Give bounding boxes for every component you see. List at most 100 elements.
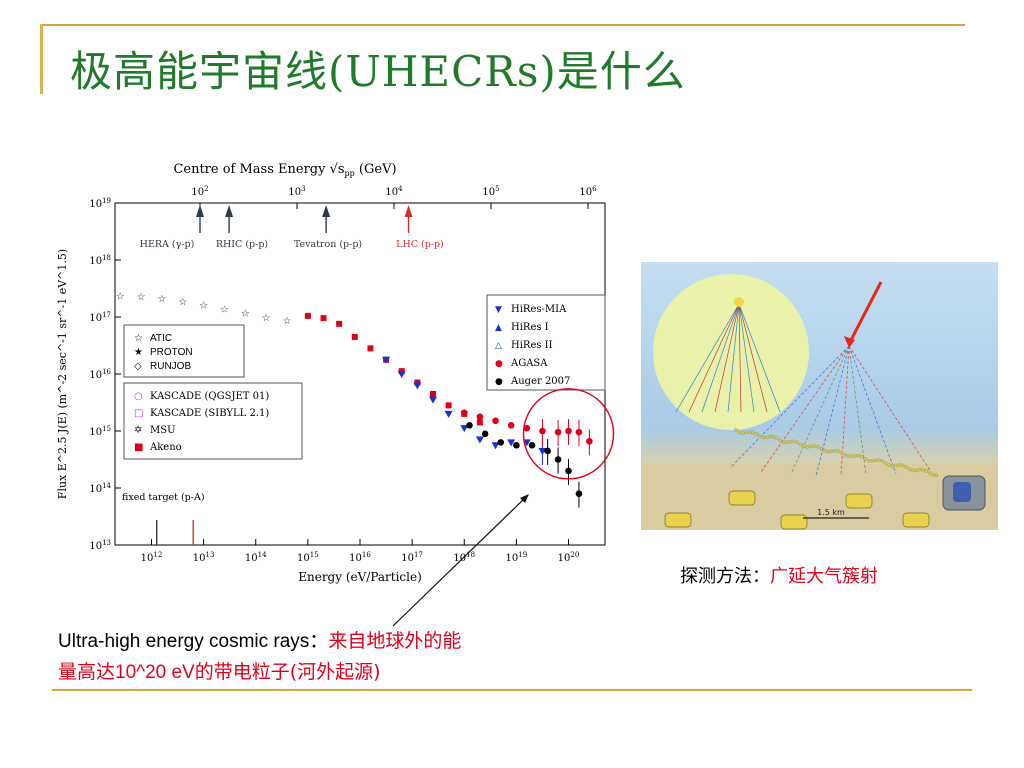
data-point (481, 430, 489, 438)
legend-entry: RUNJOB (150, 361, 191, 372)
shower-front-particle (883, 461, 888, 465)
shower-front-particle (819, 446, 823, 451)
data-point: ☆ (137, 292, 146, 303)
shower-front-particle (805, 445, 810, 449)
ground-plain (641, 464, 998, 530)
top-axis-tick-label: 104 (385, 185, 403, 198)
legend-symbol: ☆ (134, 333, 143, 344)
interaction-track (675, 303, 740, 413)
x-axis-tick-label: 1019 (506, 551, 528, 564)
shower-front-particle (775, 436, 779, 440)
data-point (351, 333, 358, 340)
legend-entry: AGASA (510, 358, 548, 369)
legend-symbol: ▲ (495, 323, 502, 333)
shower-front-particle (778, 438, 782, 443)
data-point: ☆ (262, 313, 271, 324)
x-axis-label: Energy (eV/Particle) (298, 570, 422, 584)
shower-front-particle (802, 444, 806, 449)
uhecr-definition-caption: Ultra-high energy cosmic rays：来自地球外的能 量高… (58, 626, 461, 688)
surface-detector-tank (902, 512, 930, 528)
interaction-track (714, 303, 740, 413)
legend-symbol: ■ (134, 442, 143, 453)
interaction-track (688, 303, 740, 413)
chart-top-axis-title: Centre of Mass Energy √spp (GeV) (173, 162, 396, 178)
y-axis-tick-label: 1019 (89, 197, 111, 210)
legend-entry: ATIC (150, 333, 172, 344)
surface-detector-tank (664, 512, 692, 528)
accelerator-label: Tevatron (p-p) (294, 239, 362, 250)
shower-front-particle (737, 430, 742, 434)
data-point: ☆ (220, 304, 229, 315)
shower-front-particle (904, 465, 908, 469)
legend-symbol: △ (495, 341, 502, 351)
y-axis-label: Flux E^2.5 J(E) (m^-2 sec^-1 sr^-1 eV^1.… (56, 249, 69, 499)
cosmic-ray-spectrum-chart: Centre of Mass Energy √spp (GeV) 102 103 10… (56, 162, 615, 584)
legend-symbol: ● (495, 359, 503, 369)
detection-method-label: 探测方法： (680, 566, 770, 587)
fixed-target-label: fixed target (p-A) (122, 492, 205, 503)
data-point (460, 409, 468, 417)
shower-front-particle (870, 459, 874, 463)
accelerator-label: RHIC (p-p) (216, 239, 268, 250)
data-point (304, 312, 311, 319)
shower-front-particle (747, 430, 752, 434)
shower-front-particle (829, 449, 833, 454)
x-axis-tick-label: 1017 (401, 551, 423, 564)
shower-front-particle (863, 457, 867, 461)
shower-front-particle (853, 453, 857, 458)
shower-front-particle (785, 440, 789, 444)
caption-energy-value: 10^20 eV (115, 662, 195, 683)
shower-front-particle (843, 453, 847, 457)
legend-symbol: ◇ (134, 361, 142, 372)
x-axis-tick-label: 1012 (141, 551, 163, 564)
shower-particle-track (760, 345, 850, 473)
accelerator-arrowhead (404, 205, 413, 217)
shower-front-particle (921, 468, 925, 472)
top-axis-tick-label: 105 (482, 185, 499, 198)
primary-cosmic-ray-arrowhead (844, 336, 855, 348)
shower-front-particle (887, 463, 891, 467)
shower-front-particle (856, 453, 861, 458)
shower-front-particle (907, 467, 912, 472)
data-point: ☆ (199, 300, 208, 311)
shower-front-particle (812, 444, 816, 448)
top-axis-tick-label: 102 (191, 185, 208, 198)
shower-front-particle (924, 469, 929, 473)
legend-symbol: ✡ (134, 425, 142, 436)
data-point (492, 417, 499, 425)
y-axis-tick-label: 1013 (89, 539, 111, 552)
shower-particle-track (790, 345, 850, 475)
shower-particle-track (848, 345, 932, 473)
data-point (466, 422, 473, 429)
data-point (513, 441, 520, 449)
detection-method-caption: 探测方法：广延大气簇射 (680, 562, 878, 588)
x-axis-tick-label: 1018 (453, 551, 475, 564)
data-point (336, 320, 343, 327)
x-axis-tick-label: 1014 (245, 551, 267, 564)
title-accent-bar (40, 24, 43, 94)
shower-front-particle (866, 458, 871, 463)
shower-front-particle (751, 430, 755, 435)
caption-cn-part2: 量高达 (58, 661, 116, 683)
interaction-track (738, 303, 755, 413)
data-point: ☆ (241, 308, 250, 319)
shower-front-particle (846, 454, 850, 458)
data-point (528, 441, 536, 449)
legend-box-uhecr (486, 294, 606, 391)
y-axis-tick-label: 1015 (89, 425, 111, 438)
x-axis-tick-label: 1013 (193, 551, 215, 564)
interaction-point (734, 297, 744, 307)
data-point (445, 402, 452, 409)
shower-front-particle (911, 468, 915, 473)
legend-symbol: □ (134, 408, 143, 419)
legend-entry: HiRes I (511, 322, 549, 333)
data-point (429, 390, 436, 397)
shower-front-particle (822, 448, 827, 453)
legend-entry: Akeno (149, 442, 182, 453)
legend-symbol: ▼ (495, 305, 502, 315)
data-point: ☆ (157, 294, 166, 305)
shower-front-particle (928, 471, 932, 476)
data-point: ☆ (283, 316, 292, 327)
data-point: ☆ (178, 297, 187, 308)
shower-front-particle (795, 440, 799, 445)
